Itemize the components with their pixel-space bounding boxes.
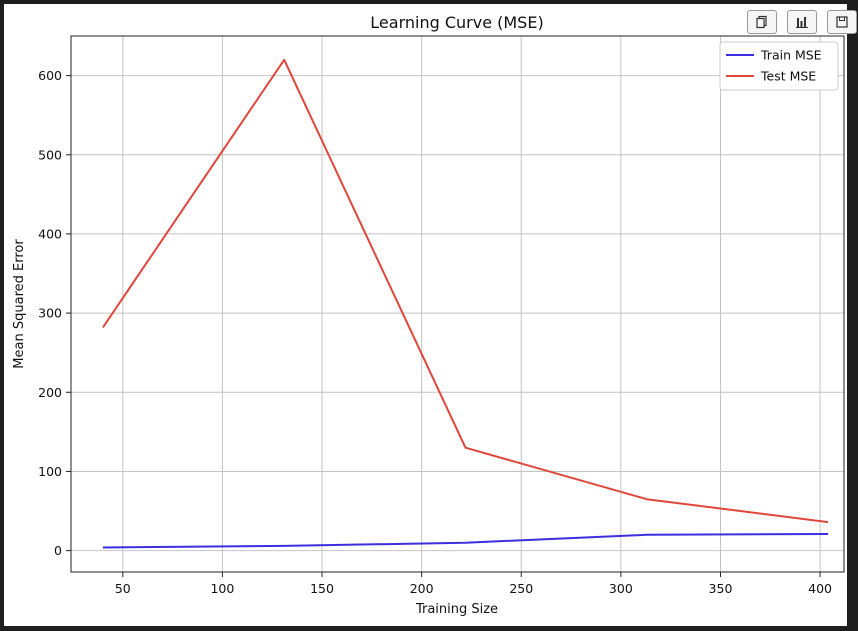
test-mse-line — [102, 58, 829, 524]
y-tick-label: 0 — [54, 543, 62, 558]
line-chart: Learning Curve (MSE) 50 100 150 200 250 300 35… — [12, 13, 845, 617]
legend-label-test-mse: Test MSE — [760, 69, 816, 84]
copy-button[interactable] — [747, 10, 777, 34]
plot-area-border — [70, 35, 845, 573]
y-tick-label: 500 — [38, 147, 62, 162]
x-tick-label: 50 — [115, 581, 131, 596]
legend: Train MSE Test MSE — [719, 41, 839, 91]
y-axis: 0 100 200 300 400 500 600 — [38, 68, 71, 558]
x-axis-label: Training Size — [415, 602, 498, 617]
y-axis-label: Mean Squared Error — [12, 239, 27, 369]
y-tick-label: 300 — [38, 306, 62, 321]
x-tick-label: 200 — [410, 581, 434, 596]
save-button[interactable] — [827, 10, 857, 34]
grid-lines — [71, 36, 844, 572]
bar-chart-icon — [796, 17, 808, 28]
copy-icon — [756, 15, 767, 29]
save-icon — [836, 16, 848, 28]
y-tick-label: 400 — [38, 226, 62, 241]
x-tick-label: 250 — [509, 581, 533, 596]
x-tick-label: 100 — [210, 581, 234, 596]
chart-title: Learning Curve (MSE) — [370, 13, 543, 32]
series-lines — [102, 58, 829, 549]
x-axis: 50 100 150 200 250 300 350 400 — [115, 572, 832, 596]
x-tick-label: 350 — [709, 581, 733, 596]
y-tick-label: 100 — [38, 464, 62, 479]
train-mse-line — [102, 533, 829, 549]
chart-view-button[interactable] — [787, 10, 817, 34]
x-tick-label: 300 — [609, 581, 633, 596]
figure-window: Learning Curve (MSE) 50 100 150 200 250 300 35… — [4, 4, 857, 626]
x-tick-label: 150 — [310, 581, 334, 596]
y-tick-label: 200 — [38, 385, 62, 400]
x-tick-label: 400 — [808, 581, 832, 596]
legend-label-train-mse: Train MSE — [760, 48, 822, 63]
y-tick-label: 600 — [38, 68, 62, 83]
